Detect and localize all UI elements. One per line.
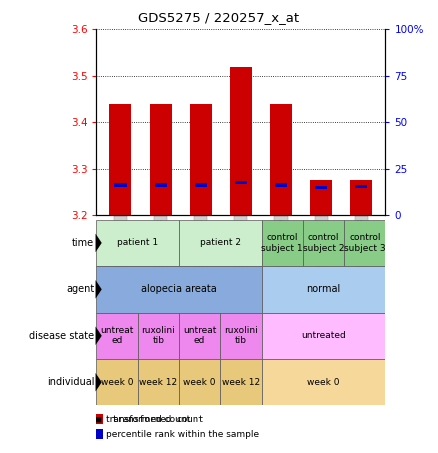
Text: patient 1: patient 1 (117, 238, 158, 247)
Text: time: time (72, 238, 94, 248)
Bar (114, 183, 127, 187)
Text: week 0: week 0 (307, 378, 340, 387)
Text: alopecia areata: alopecia areata (141, 284, 217, 294)
Polygon shape (95, 234, 102, 252)
Bar (275, 183, 287, 187)
FancyBboxPatch shape (344, 220, 385, 266)
FancyBboxPatch shape (179, 359, 220, 405)
Text: week 12: week 12 (139, 378, 177, 387)
Bar (270, 104, 292, 215)
Bar (190, 104, 212, 215)
Polygon shape (95, 280, 102, 299)
Text: individual: individual (47, 377, 94, 387)
Bar (235, 181, 247, 184)
Text: GDS5275 / 220257_x_at: GDS5275 / 220257_x_at (138, 11, 300, 24)
FancyBboxPatch shape (96, 220, 179, 266)
Text: week 0: week 0 (184, 378, 216, 387)
Text: control
subject 2: control subject 2 (303, 233, 344, 253)
FancyBboxPatch shape (179, 220, 261, 266)
Text: agent: agent (66, 284, 94, 294)
Text: control
subject 3: control subject 3 (344, 233, 385, 253)
FancyBboxPatch shape (96, 266, 261, 313)
Text: ruxolini
tib: ruxolini tib (224, 326, 258, 346)
FancyBboxPatch shape (261, 313, 385, 359)
Text: percentile rank within the sample: percentile rank within the sample (106, 430, 259, 439)
Bar (315, 186, 327, 189)
Text: patient 2: patient 2 (200, 238, 241, 247)
Text: ruxolini
tib: ruxolini tib (141, 326, 175, 346)
Text: untreated: untreated (301, 331, 346, 340)
Bar (355, 185, 367, 188)
Bar (155, 183, 167, 187)
FancyBboxPatch shape (261, 266, 385, 313)
FancyBboxPatch shape (261, 359, 385, 405)
FancyBboxPatch shape (138, 313, 179, 359)
Text: transformed count: transformed count (106, 414, 190, 424)
FancyBboxPatch shape (179, 313, 220, 359)
Text: ■  transformed count: ■ transformed count (96, 414, 204, 424)
Text: untreat
ed: untreat ed (100, 326, 134, 346)
Text: week 0: week 0 (101, 378, 133, 387)
Polygon shape (95, 373, 102, 391)
FancyBboxPatch shape (96, 313, 138, 359)
Text: week 12: week 12 (222, 378, 260, 387)
Polygon shape (95, 327, 102, 345)
Bar (230, 67, 252, 215)
FancyBboxPatch shape (303, 220, 344, 266)
Bar (310, 180, 332, 215)
Bar (350, 180, 372, 215)
Bar (149, 104, 172, 215)
Text: disease state: disease state (29, 331, 94, 341)
Text: normal: normal (306, 284, 341, 294)
FancyBboxPatch shape (220, 359, 261, 405)
FancyBboxPatch shape (138, 359, 179, 405)
FancyBboxPatch shape (261, 220, 303, 266)
Bar (110, 104, 131, 215)
Bar (194, 183, 207, 187)
FancyBboxPatch shape (96, 359, 138, 405)
Text: untreat
ed: untreat ed (183, 326, 216, 346)
Text: control
subject 1: control subject 1 (261, 233, 303, 253)
FancyBboxPatch shape (220, 313, 261, 359)
